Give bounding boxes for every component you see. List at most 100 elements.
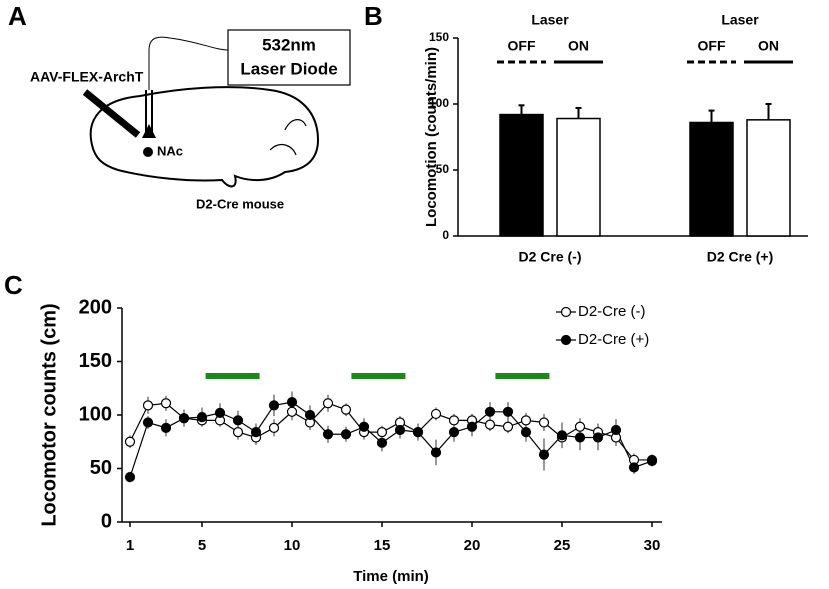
point xyxy=(268,422,280,433)
point xyxy=(502,421,514,432)
legend-label: OFF xyxy=(508,38,536,54)
y-tick-label: 100 xyxy=(79,403,112,425)
legend-label: D2-Cre (+) xyxy=(578,331,649,348)
x-tick-label: D2 Cre (+) xyxy=(707,249,774,265)
x-tick-label: 25 xyxy=(554,537,571,554)
panel-letter: C xyxy=(4,270,23,300)
y-tick-label: 100 xyxy=(429,96,449,110)
point xyxy=(430,408,442,420)
cerebellum-folds xyxy=(269,119,307,156)
cable xyxy=(148,36,229,90)
legend-label: ON xyxy=(758,38,779,54)
point xyxy=(322,398,334,409)
laser-label: 532nm xyxy=(262,35,316,54)
x-tick-label: 10 xyxy=(284,537,301,554)
bar xyxy=(746,119,791,237)
point xyxy=(250,427,262,438)
legend-label: ON xyxy=(568,38,589,54)
laser-label: Laser Diode xyxy=(240,59,337,78)
x-tick-label: 15 xyxy=(374,537,391,554)
point xyxy=(466,421,478,432)
point xyxy=(484,406,496,417)
y-tick-label: 200 xyxy=(79,296,112,318)
injection-label: AAV-FLEX-ArchT xyxy=(30,69,144,85)
point xyxy=(394,424,406,436)
y-tick-label: 150 xyxy=(79,350,112,372)
point xyxy=(232,415,244,426)
x-tick-label: 1 xyxy=(126,537,134,554)
point xyxy=(484,419,496,430)
point xyxy=(214,407,226,418)
panel-a: A 532nm Laser Diode AAV-FLEX-ArchT NAc D… xyxy=(8,1,351,211)
target-label: NAc xyxy=(157,143,183,158)
point xyxy=(538,417,550,428)
point xyxy=(574,432,586,443)
point xyxy=(340,429,352,440)
point xyxy=(160,422,172,433)
series-line xyxy=(129,401,653,478)
point xyxy=(340,404,352,415)
point xyxy=(646,455,658,467)
point xyxy=(124,471,136,483)
point xyxy=(628,462,640,473)
x-tick-label: 20 xyxy=(464,537,481,554)
point xyxy=(232,427,244,438)
y-tick-label: 50 xyxy=(436,162,450,176)
point xyxy=(520,427,532,438)
point xyxy=(448,427,460,438)
laser-box xyxy=(227,29,351,86)
point xyxy=(556,430,568,441)
point xyxy=(538,449,550,460)
brain-outline xyxy=(89,86,320,188)
point xyxy=(286,397,298,408)
point xyxy=(124,436,136,447)
point xyxy=(358,421,370,432)
point xyxy=(610,424,622,436)
legend-label: D2-Cre (-) xyxy=(578,303,646,320)
point xyxy=(376,437,388,448)
point xyxy=(502,406,514,417)
point xyxy=(376,427,388,438)
bar xyxy=(499,113,544,237)
y-tick-label: 50 xyxy=(90,457,112,479)
point xyxy=(142,400,154,411)
x-tick-label: 5 xyxy=(198,537,206,554)
point xyxy=(322,429,334,440)
y-tick-label: 150 xyxy=(429,30,449,44)
point xyxy=(574,421,586,432)
y-axis-label: Locomotion (counts/min) xyxy=(423,47,440,227)
x-axis-label: Time (min) xyxy=(353,568,429,585)
x-tick-label: D2 Cre (-) xyxy=(518,249,581,265)
fiber-tip xyxy=(142,124,156,138)
point xyxy=(142,417,154,428)
bar xyxy=(689,121,734,237)
bar xyxy=(556,117,601,237)
point xyxy=(520,415,532,426)
y-axis-label: Locomotor counts (cm) xyxy=(38,303,60,526)
point xyxy=(412,427,424,438)
mouse-label: D2-Cre mouse xyxy=(196,196,284,211)
point xyxy=(430,447,442,458)
point xyxy=(592,432,604,443)
legend-marker xyxy=(560,334,572,346)
point xyxy=(196,412,208,423)
injection-needle xyxy=(82,89,141,138)
group-label: Laser xyxy=(721,12,759,28)
group-label: Laser xyxy=(531,12,569,28)
legend-label: OFF xyxy=(698,38,726,54)
y-tick-label: 0 xyxy=(442,228,449,242)
nac-dot xyxy=(143,147,153,157)
point xyxy=(268,400,280,411)
panel-letter: A xyxy=(8,1,27,31)
x-tick-label: 30 xyxy=(644,537,661,554)
point xyxy=(304,409,316,421)
y-tick-label: 0 xyxy=(101,510,112,532)
point xyxy=(286,406,298,417)
point xyxy=(448,415,460,426)
point xyxy=(178,413,190,424)
series-line xyxy=(129,402,652,461)
point xyxy=(160,398,172,409)
panel-letter: B xyxy=(364,1,383,31)
legend-marker xyxy=(560,306,572,318)
